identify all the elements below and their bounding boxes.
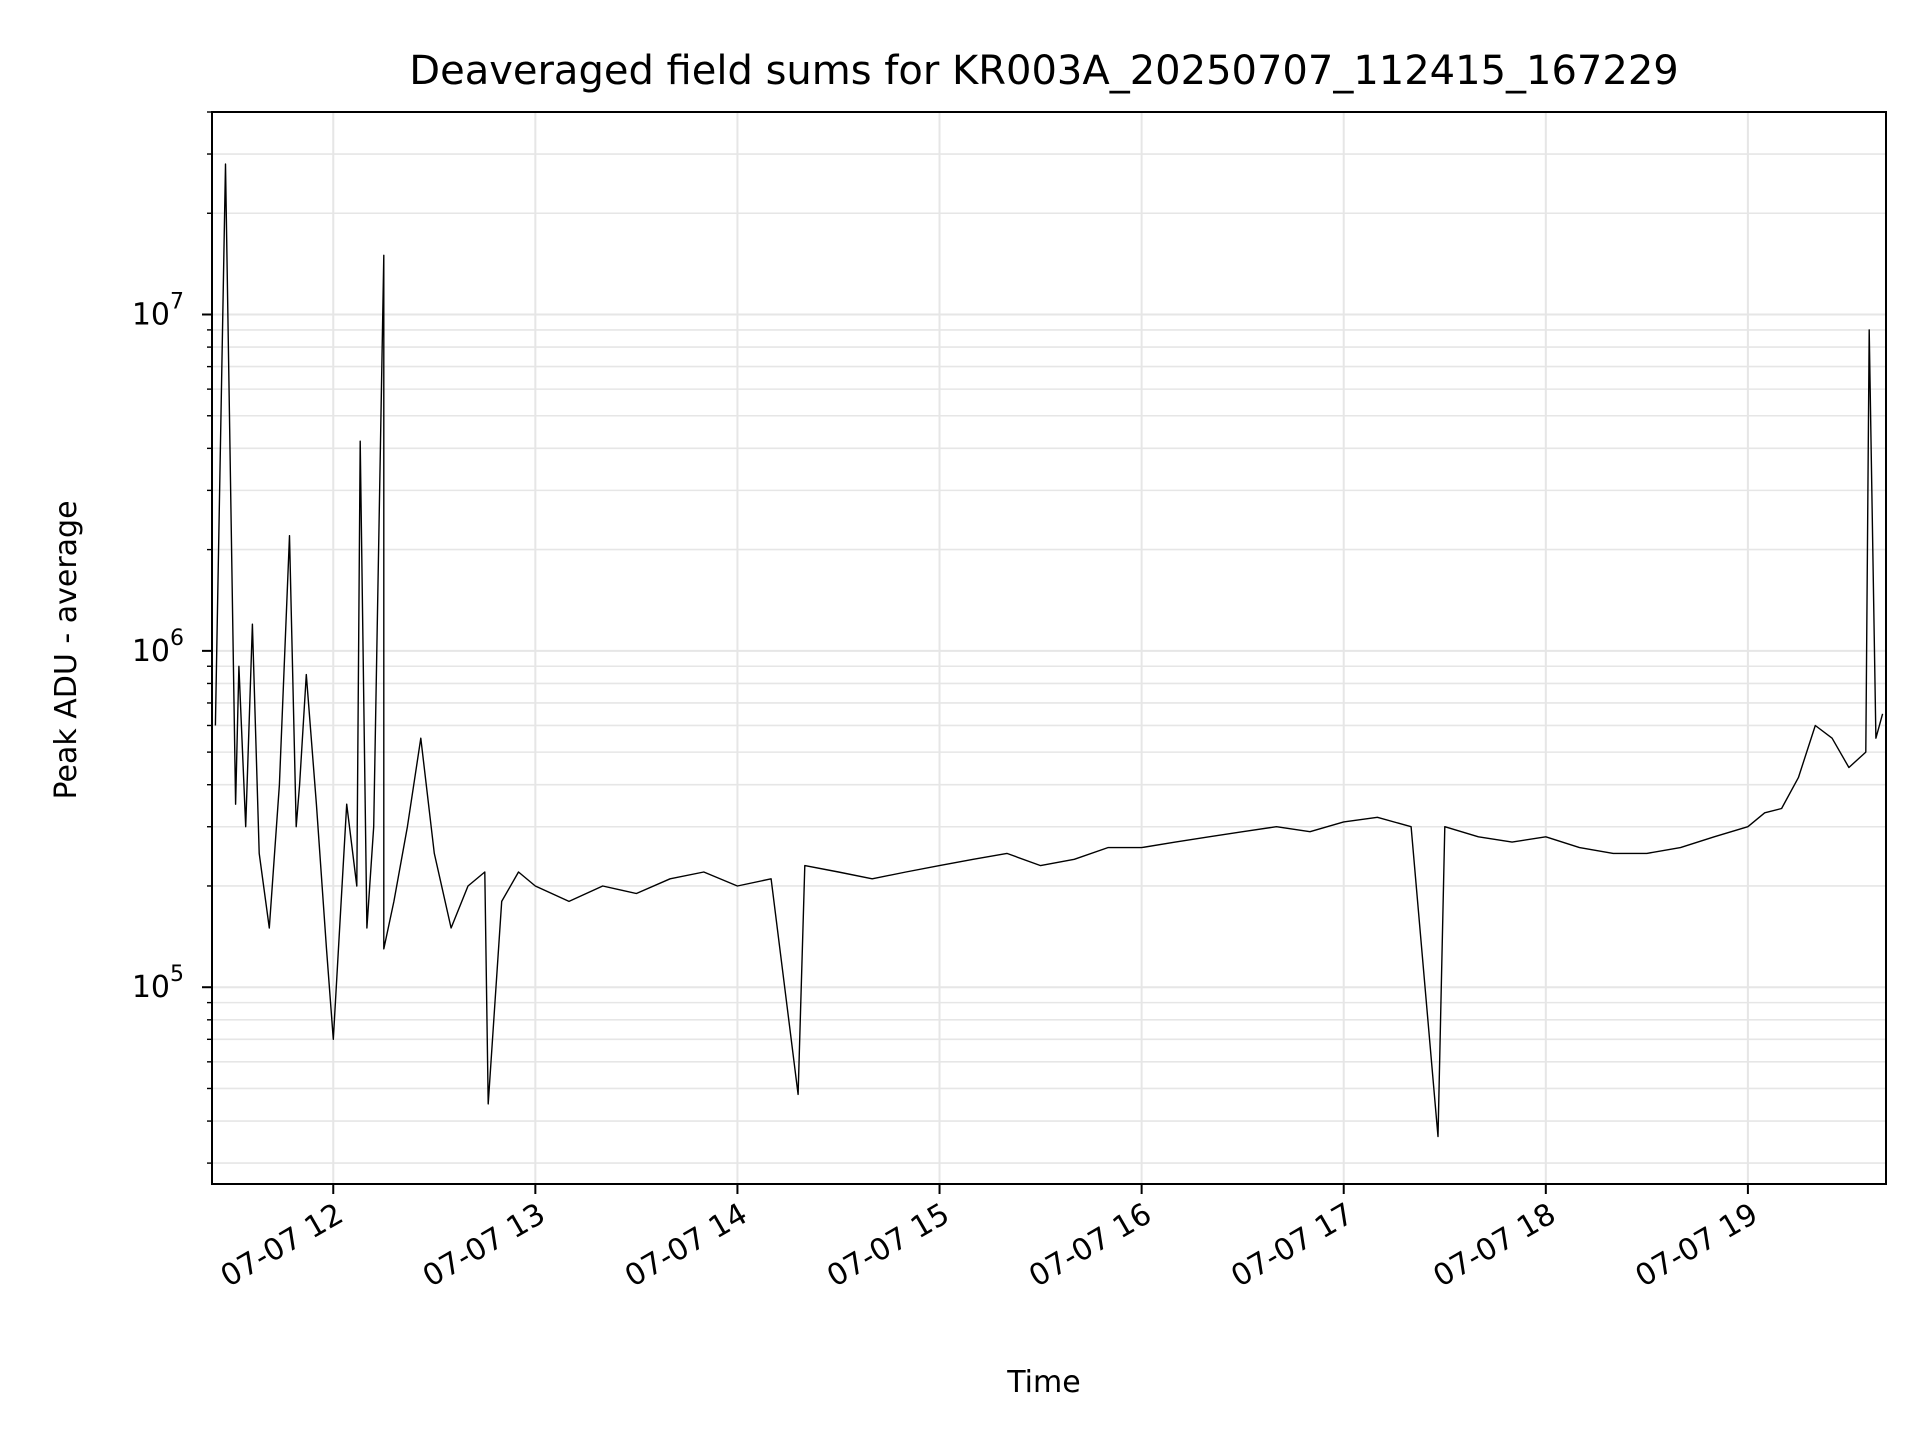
x-axis-title: Time xyxy=(1006,1365,1080,1400)
series-layer xyxy=(214,163,1884,1138)
y-tick-label-base: 10 xyxy=(132,634,170,669)
y-tick-label-base: 10 xyxy=(132,970,170,1005)
series-line xyxy=(214,163,1884,1138)
y-tick-label: 107 xyxy=(132,290,184,333)
y-tick-label-base: 10 xyxy=(132,298,170,333)
grid xyxy=(212,111,1886,1184)
chart-title: Deaveraged field sums for KR003A_2025070… xyxy=(409,48,1678,94)
y-axis-title: Peak ADU - average xyxy=(49,500,84,799)
y-tick-label-exponent: 7 xyxy=(170,290,184,315)
y-tick-label: 106 xyxy=(132,626,184,669)
y-tick-label-exponent: 6 xyxy=(170,626,184,651)
y-tick-label: 105 xyxy=(132,962,184,1005)
y-tick-label-exponent: 5 xyxy=(170,962,184,987)
plot-frame xyxy=(211,111,1887,1185)
